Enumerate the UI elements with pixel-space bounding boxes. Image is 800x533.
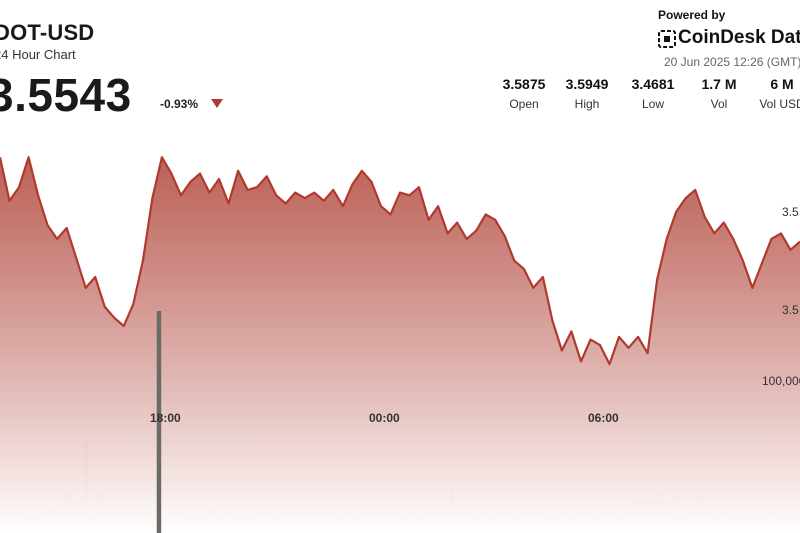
stat-value: 3.5949: [565, 76, 609, 92]
stat-label: Open: [509, 97, 539, 111]
stat-label: Vol USD: [759, 97, 800, 111]
x-tick-label: 06:00: [588, 411, 619, 425]
stat-vol: 1.7 M Vol: [689, 76, 749, 111]
price-line: [0, 156, 800, 366]
stat-value: 3.5875: [502, 76, 546, 92]
volume-spike-bar: [156, 311, 162, 533]
volume-spikes: [156, 311, 162, 533]
stat-open: 3.5875 Open: [494, 76, 554, 111]
coindesk-logo-icon: [658, 30, 676, 48]
stat-label: High: [574, 97, 600, 111]
stat-high: 3.5949 High: [557, 76, 617, 111]
pair-title: DOT-USD: [0, 20, 95, 45]
price-area: [0, 157, 800, 533]
stat-low: 3.4681 Low: [623, 76, 683, 111]
current-price: 3.5543: [0, 69, 132, 121]
x-tick-label: 18:00: [150, 411, 181, 425]
stat-vol-usd: 6 M Vol USD: [752, 76, 800, 111]
y-tick-label: 3.5: [782, 303, 799, 317]
stat-value: 3.4681: [631, 76, 675, 92]
stat-label: Vol: [710, 97, 728, 111]
price-change: -0.93%: [160, 97, 199, 111]
stat-value: 1.7 M: [701, 76, 737, 92]
x-tick-label: 00:00: [369, 411, 400, 425]
y-tick-label: 3.5: [782, 205, 799, 219]
stat-value: 6 M: [770, 76, 794, 92]
down-arrow-icon: [211, 99, 223, 108]
stat-label: Low: [641, 97, 664, 111]
powered-by-label: Powered by: [658, 8, 726, 22]
y-tick-label: 100,000: [762, 374, 800, 388]
timestamp: 20 Jun 2025 12:26 (GMT): [664, 55, 800, 69]
brand-name: CoinDesk Data: [678, 27, 800, 48]
chart-subtitle: 24 Hour Chart: [0, 47, 76, 62]
